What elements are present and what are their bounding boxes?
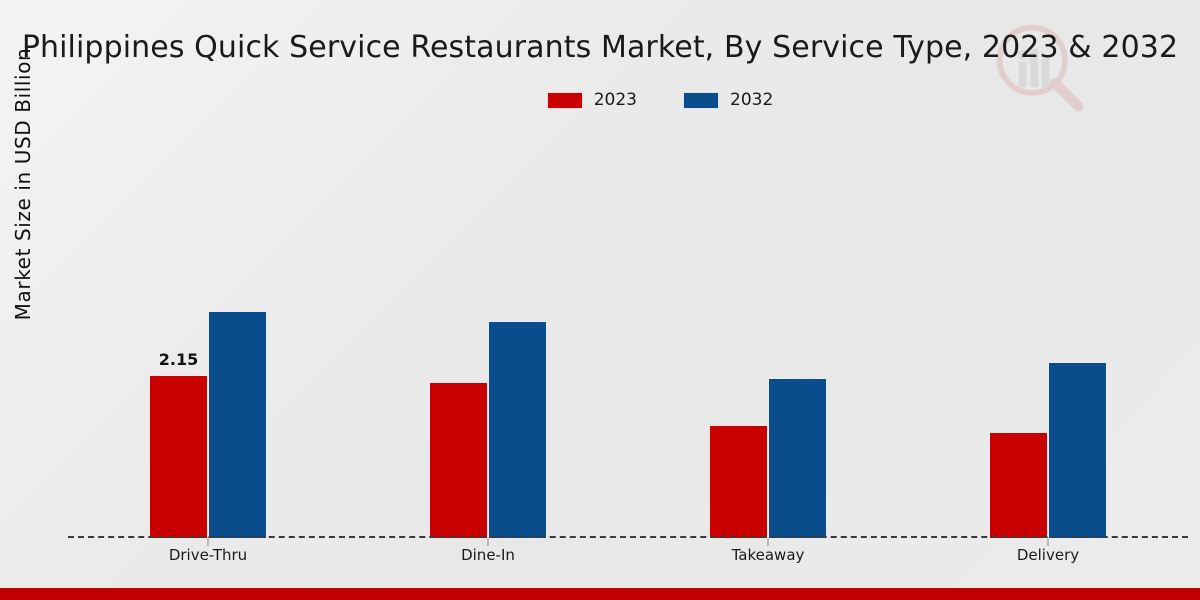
bar-2023-drive-thru[interactable]: 2.15 bbox=[149, 350, 208, 538]
bar-2023-dine-in[interactable] bbox=[429, 382, 488, 538]
x-axis-baseline bbox=[68, 536, 1188, 538]
bar-group-dine-in bbox=[348, 130, 628, 546]
bar-2032-takeaway[interactable] bbox=[768, 378, 827, 538]
footer-accent-strip bbox=[0, 588, 1200, 600]
chart-legend: 2023 2032 bbox=[0, 90, 1200, 110]
x-axis-labels: Drive-Thru Dine-In Takeaway Delivery bbox=[68, 546, 1188, 564]
x-axis-label-drive-thru: Drive-Thru bbox=[168, 546, 248, 564]
x-tick-dine-in bbox=[487, 538, 489, 546]
x-tick-takeaway bbox=[767, 538, 769, 546]
bar-2032-dine-in[interactable] bbox=[488, 321, 547, 538]
bar-group-drive-thru: 2.15 bbox=[68, 130, 348, 546]
chart-title: Philippines Quick Service Restaurants Ma… bbox=[21, 30, 1179, 65]
x-tick-drive-thru bbox=[207, 538, 209, 546]
bar-group-takeaway bbox=[628, 130, 908, 546]
legend-item-2032[interactable]: 2032 bbox=[683, 90, 773, 110]
bar-group-delivery bbox=[908, 130, 1188, 546]
legend-swatch-2023 bbox=[546, 91, 583, 109]
legend-item-2023[interactable]: 2023 bbox=[546, 90, 637, 110]
bar-2032-delivery[interactable] bbox=[1048, 362, 1107, 538]
legend-label-2023: 2023 bbox=[593, 90, 637, 110]
bar-2023-delivery[interactable] bbox=[989, 432, 1048, 538]
legend-label-2032: 2032 bbox=[730, 90, 774, 110]
x-axis-label-dine-in: Dine-In bbox=[461, 546, 515, 564]
y-axis-title: Market Size in USD Billion bbox=[11, 47, 35, 321]
bar-groups: 2.15 bbox=[68, 130, 1188, 546]
x-tick-delivery bbox=[1047, 538, 1049, 546]
bar-2032-drive-thru[interactable] bbox=[208, 311, 267, 538]
plot-area: 2.15 bbox=[68, 130, 1188, 546]
legend-swatch-2032 bbox=[683, 91, 719, 109]
x-axis-label-takeaway: Takeaway bbox=[731, 546, 805, 564]
bar-value-label-drive-thru-2023: 2.15 bbox=[158, 350, 199, 369]
bar-2023-takeaway[interactable] bbox=[709, 425, 768, 538]
x-axis-label-delivery: Delivery bbox=[1016, 546, 1080, 564]
